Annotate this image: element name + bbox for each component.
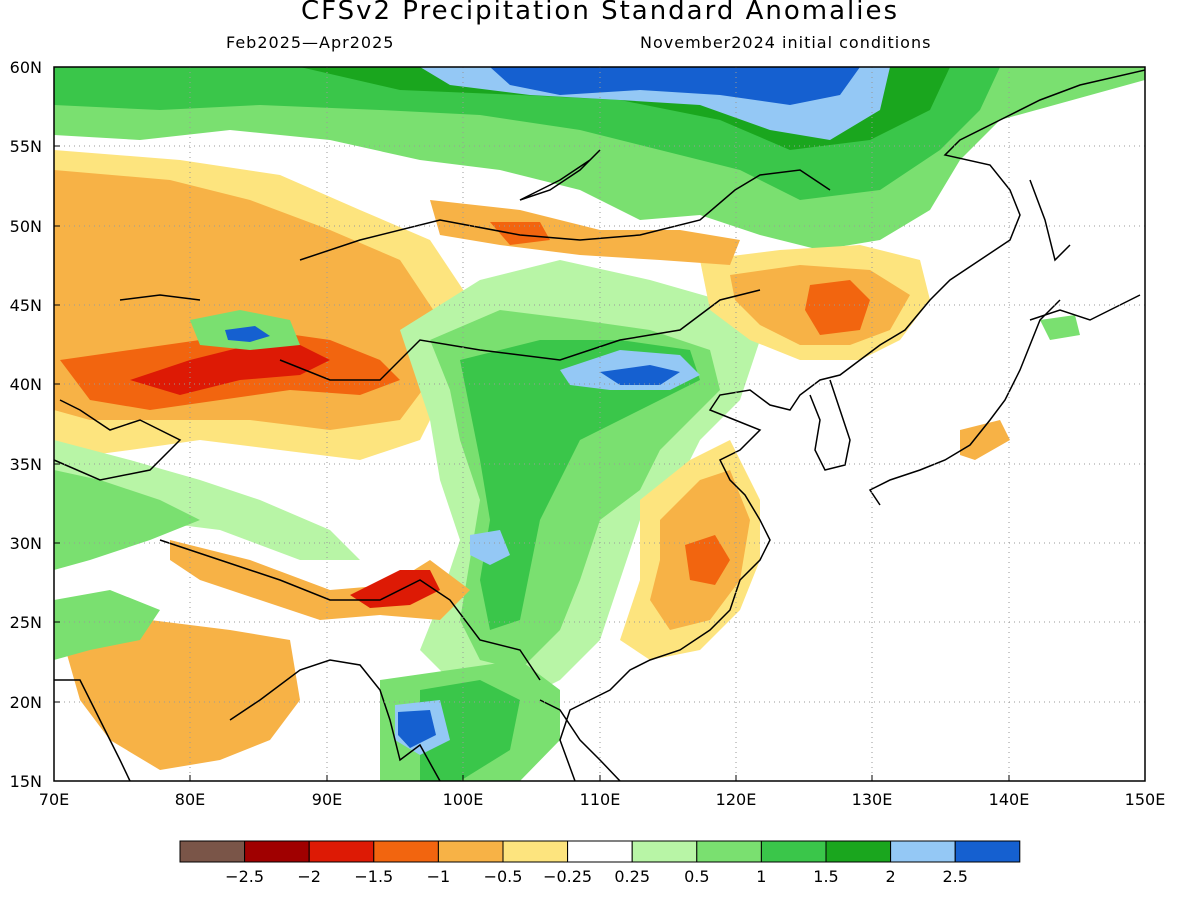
orange-mongolia	[430, 200, 740, 265]
ocean-white	[600, 300, 1145, 781]
legend-swatch-1	[244, 840, 310, 863]
green-se-asia-dark	[420, 680, 520, 781]
lon-label-140e: 140E	[989, 790, 1030, 809]
legend-swatch-3	[373, 840, 439, 863]
legend-label: 0.25	[614, 867, 650, 886]
lat-label-55n: 55N	[10, 137, 42, 156]
blue-china-sw	[470, 530, 510, 565]
coast-japan	[868, 299, 1061, 506]
legend-swatch-2	[308, 840, 375, 863]
map-title: CFSv2 Precipitation Standard Anomalies	[300, 0, 900, 26]
green-southwest	[54, 590, 160, 660]
lat-label-60n: 60N	[10, 58, 42, 77]
legend-label: 0.5	[684, 867, 709, 886]
red-ne-china	[805, 280, 870, 335]
lon-label-150e: 150E	[1125, 790, 1166, 809]
lat-label-30n: 30N	[10, 534, 42, 553]
legend-label: −1.5	[354, 867, 393, 886]
legend-label: −2	[297, 867, 321, 886]
legend-swatch-8	[696, 840, 762, 863]
border-himalaya	[159, 539, 541, 681]
legend-label: 2	[886, 867, 896, 886]
lon-label-70e: 70E	[39, 790, 69, 809]
blue-west-blob	[225, 326, 270, 342]
legend-swatch-12	[954, 840, 1021, 863]
lat-label-40n: 40N	[10, 375, 42, 394]
lon-label-120e: 120E	[716, 790, 757, 809]
lat-label-45n: 45N	[10, 296, 42, 315]
green-china-dark	[460, 340, 700, 630]
lat-label-50n: 50N	[10, 217, 42, 236]
lat-label-20n: 20N	[10, 693, 42, 712]
coast-india	[54, 679, 131, 781]
forecast-period: Feb2025—Apr2025	[226, 33, 395, 52]
red-se-china	[685, 535, 730, 585]
legend-swatch-4	[437, 840, 504, 863]
border-central-asia	[54, 399, 182, 481]
legend-label: 1	[756, 867, 766, 886]
blue-se-asia-dark	[398, 710, 436, 748]
coast-sakhalin	[1029, 179, 1071, 262]
legend-swatch-6	[567, 840, 633, 863]
tick-marks	[53, 66, 1146, 782]
lon-label-80e: 80E	[175, 790, 205, 809]
green-india	[54, 440, 360, 560]
legend-labels: −2.5 −2 −1.5 −1 −0.5 −0.25 0.25 0.5 1 1.…	[225, 867, 968, 886]
legend-swatch-5	[502, 840, 569, 863]
legend-label: −1	[427, 867, 451, 886]
legend-label: 1.5	[813, 867, 838, 886]
lon-label-90e: 90E	[312, 790, 342, 809]
dark-red-west	[130, 345, 330, 395]
legend-swatch-10	[825, 840, 892, 863]
gridlines	[54, 67, 1145, 781]
coast-indochina	[539, 699, 621, 781]
legend-label: −2.5	[225, 867, 264, 886]
legend-label: −0.25	[543, 867, 592, 886]
blue-north-dark	[490, 67, 860, 105]
lat-labels: 15N 20N 25N 30N 35N 40N 45N 50N 55N 60N	[10, 58, 42, 791]
blue-china-north-dark	[600, 365, 680, 385]
lat-label-25n: 25N	[10, 613, 42, 632]
legend-label: 2.5	[942, 867, 967, 886]
lake-balkhash	[119, 294, 201, 301]
lake-baikal	[519, 149, 601, 201]
red-himalaya	[350, 570, 440, 608]
legend-swatch-9	[760, 840, 827, 863]
red-mongolia	[490, 222, 550, 245]
lon-label-110e: 110E	[580, 790, 621, 809]
legend-swatch-11	[890, 840, 956, 863]
lon-label-100e: 100E	[443, 790, 484, 809]
green-india-mid	[54, 470, 200, 570]
coast-bay-bengal	[229, 659, 441, 781]
coastlines	[54, 69, 1145, 781]
coast-east-asia	[559, 69, 1145, 781]
lon-labels: 70E 80E 90E 100E 110E 120E 130E 140E 150…	[39, 790, 1166, 809]
lat-label-35n: 35N	[10, 455, 42, 474]
orange-india	[60, 620, 300, 770]
border-china-west	[279, 289, 761, 381]
green-hokkaido	[1040, 315, 1080, 340]
orange-japan	[960, 420, 1010, 460]
color-legend	[179, 840, 1021, 863]
legend-swatch-7	[631, 840, 698, 863]
coast-hokkaido	[1029, 294, 1141, 321]
border-china-north	[299, 169, 831, 261]
lon-label-130e: 130E	[852, 790, 893, 809]
lat-label-15n: 15N	[10, 772, 42, 791]
initial-conditions: November2024 initial conditions	[640, 33, 932, 52]
legend-swatch-0	[179, 840, 246, 863]
coast-korea	[809, 379, 851, 471]
legend-label: −0.5	[484, 867, 523, 886]
anomaly-field	[54, 67, 1145, 781]
